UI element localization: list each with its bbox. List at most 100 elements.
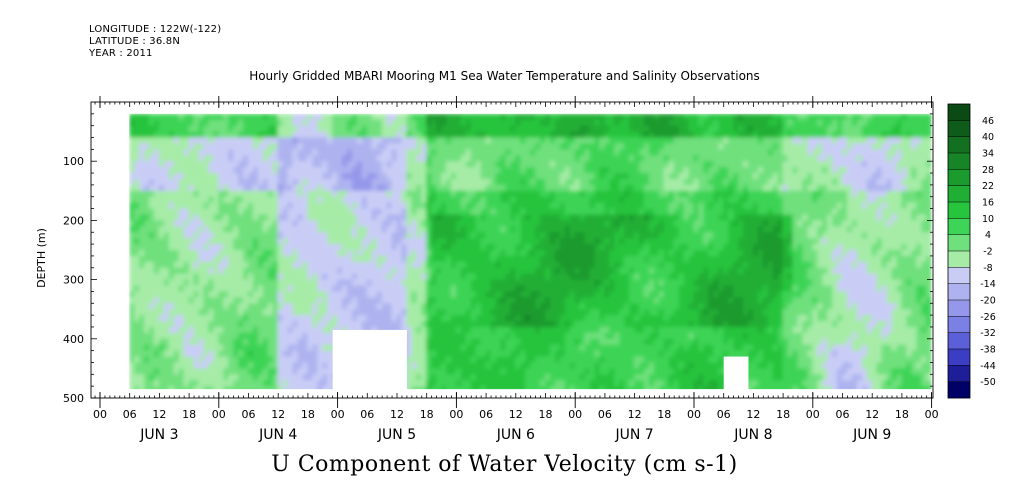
- heatmap-cell: [272, 149, 279, 157]
- heatmap-cell: [188, 338, 195, 346]
- heatmap-cell: [352, 167, 358, 174]
- heatmap-cell: [500, 190, 507, 198]
- heatmap-cell: [436, 356, 443, 364]
- heatmap-cell: [282, 137, 289, 145]
- heatmap-cell: [564, 155, 571, 163]
- heatmap-cell: [421, 332, 428, 340]
- heatmap-cell: [208, 267, 215, 275]
- heatmap-cell: [188, 155, 195, 163]
- heatmap-cell: [559, 255, 566, 263]
- heatmap-cell: [465, 362, 472, 370]
- heatmap-cell: [530, 167, 537, 174]
- heatmap-cell: [450, 356, 457, 364]
- heatmap-cell: [297, 149, 304, 157]
- heatmap-cell: [530, 190, 537, 198]
- heatmap-cell: [208, 273, 215, 281]
- heatmap-cell: [158, 155, 165, 163]
- heatmap-cell: [253, 344, 259, 352]
- heatmap-cell: [599, 155, 606, 163]
- heatmap-cell: [515, 179, 522, 186]
- heatmap-cell: [634, 321, 641, 328]
- heatmap-cell: [634, 315, 641, 322]
- heatmap-cell: [594, 332, 601, 340]
- heatmap-cell: [129, 380, 136, 388]
- heatmap-cell: [614, 238, 621, 246]
- heatmap-cell: [396, 238, 403, 246]
- heatmap-cell: [470, 356, 477, 364]
- heatmap-cell: [421, 214, 428, 222]
- heatmap-cell: [629, 196, 636, 204]
- heatmap-cell: [465, 196, 472, 204]
- heatmap-cell: [277, 374, 284, 382]
- heatmap-cell: [218, 167, 225, 174]
- heatmap-cell: [505, 380, 512, 388]
- heatmap-cell: [292, 179, 299, 186]
- heatmap-cell: [470, 285, 477, 293]
- heatmap-cell: [381, 255, 388, 263]
- heatmap-cell: [183, 184, 190, 192]
- heatmap-cell: [198, 344, 205, 352]
- heatmap-cell: [134, 291, 141, 299]
- heatmap-cell: [401, 250, 408, 257]
- heatmap-cell: [446, 119, 452, 127]
- heatmap-cell: [550, 125, 556, 133]
- heatmap-cell: [198, 297, 205, 305]
- heatmap-cell: [144, 143, 151, 151]
- heatmap-cell: [361, 149, 368, 157]
- heatmap-cell: [327, 321, 334, 328]
- heatmap-cell: [257, 214, 264, 222]
- heatmap-cell: [188, 273, 195, 281]
- heatmap-cell: [302, 327, 309, 334]
- heatmap-cell: [243, 291, 250, 299]
- heatmap-cell: [455, 226, 462, 234]
- heatmap-cell: [129, 338, 136, 346]
- heatmap-cell: [416, 190, 423, 198]
- heatmap-cell: [376, 113, 383, 121]
- heatmap-cell: [183, 208, 190, 216]
- heatmap-cell: [243, 338, 250, 346]
- heatmap-cell: [272, 261, 279, 269]
- heatmap-cell: [604, 356, 611, 364]
- heatmap-cell: [272, 327, 279, 334]
- heatmap-cell: [158, 315, 165, 322]
- heatmap-cell: [535, 137, 542, 145]
- heatmap-cell: [366, 261, 373, 269]
- heatmap-cell: [525, 368, 532, 376]
- heatmap-cell: [218, 309, 225, 317]
- heatmap-cell: [317, 267, 324, 275]
- heatmap-cell: [193, 119, 200, 127]
- heatmap-cell: [243, 356, 250, 364]
- heatmap-cell: [139, 261, 146, 269]
- heatmap-cell: [366, 238, 373, 246]
- heatmap-cell: [307, 113, 314, 121]
- heatmap-cell: [485, 303, 492, 311]
- heatmap-cell: [173, 214, 180, 222]
- heatmap-cell: [163, 214, 170, 222]
- heatmap-cell: [302, 250, 309, 257]
- heatmap-cell: [228, 267, 235, 275]
- heatmap-cell: [213, 303, 220, 311]
- heatmap-cell: [188, 202, 195, 210]
- heatmap-cell: [208, 125, 215, 133]
- heatmap-cell: [644, 196, 650, 204]
- heatmap-cell: [441, 273, 448, 281]
- heatmap-cell: [485, 131, 492, 139]
- heatmap-cell: [406, 143, 413, 151]
- heatmap-cell: [238, 220, 245, 228]
- heatmap-cell: [238, 232, 245, 240]
- heatmap-cell: [416, 179, 423, 186]
- heatmap-cell: [352, 244, 358, 251]
- heatmap-cell: [312, 173, 319, 180]
- heatmap-cell: [198, 374, 205, 382]
- heatmap-cell: [470, 374, 477, 382]
- heatmap-cell: [644, 119, 650, 127]
- heatmap-cell: [649, 214, 655, 222]
- heatmap-cell: [515, 285, 522, 293]
- heatmap-cell: [535, 315, 542, 322]
- heatmap-cell: [589, 131, 596, 139]
- heatmap-cell: [317, 155, 324, 163]
- heatmap-cell: [579, 315, 586, 322]
- heatmap-cell: [436, 125, 443, 133]
- heatmap-cell: [426, 255, 433, 263]
- heatmap-cell: [248, 297, 254, 305]
